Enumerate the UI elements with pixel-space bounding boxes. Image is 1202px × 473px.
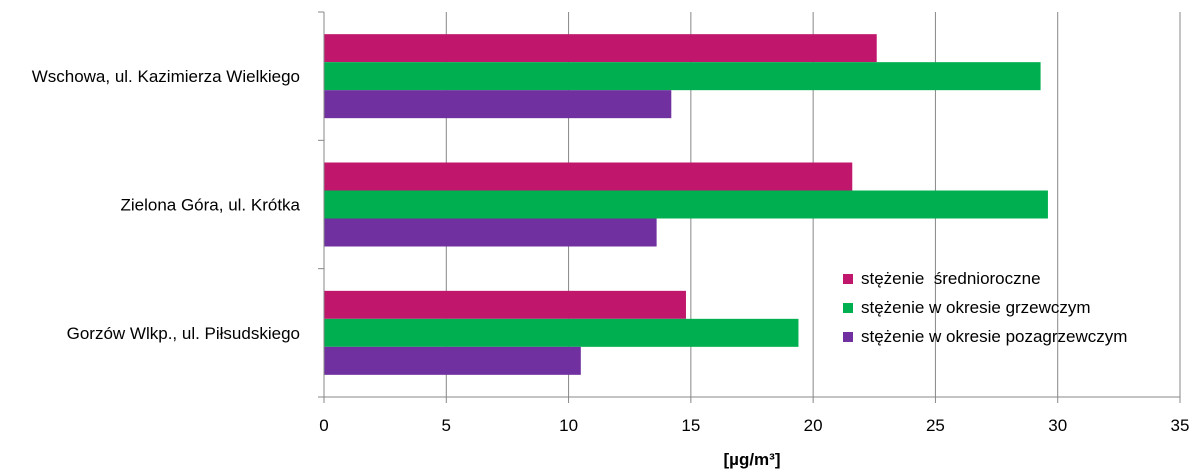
legend-label-1: stężenie w okresie grzewczym: [861, 298, 1091, 317]
legend-swatch-0: [843, 274, 853, 284]
legend-label-0: stężenie średnioroczne: [861, 269, 1041, 288]
category-label-2: Gorzów Wlkp., ul. Piłsudskiego: [67, 324, 300, 343]
bar-0-0: [324, 34, 877, 63]
x-tick-label-35: 35: [1171, 416, 1190, 435]
x-tick-label-25: 25: [926, 416, 945, 435]
category-labels: Wschowa, ul. Kazimierza Wielkiego Zielona…: [32, 67, 301, 343]
bar-0-2: [324, 90, 672, 119]
category-label-0: Wschowa, ul. Kazimierza Wielkiego: [32, 67, 300, 86]
category-label-1: Zielona Góra, ul. Krótka: [120, 196, 300, 215]
x-axis-title: [µg/m³]: [723, 450, 780, 469]
bar-2-0: [324, 290, 686, 319]
bars: [324, 34, 1048, 375]
x-tick-labels: 0 5 10 15 20 25 30 35: [319, 416, 1189, 435]
bar-1-2: [324, 218, 657, 247]
legend: stężenie średnioroczne stężenie w okresie…: [843, 269, 1127, 346]
x-tick-label-0: 0: [319, 416, 328, 435]
bar-2-1: [324, 318, 799, 347]
bar-1-0: [324, 162, 853, 191]
x-tick-label-10: 10: [559, 416, 578, 435]
legend-label-2: stężenie w okresie pozagrzewczym: [861, 327, 1127, 346]
bar-2-2: [324, 346, 581, 375]
bar-1-1: [324, 190, 1048, 219]
x-tick-label-15: 15: [681, 416, 700, 435]
legend-swatch-2: [843, 332, 853, 342]
bar-0-1: [324, 62, 1041, 91]
x-tick-label-20: 20: [804, 416, 823, 435]
x-tick-label-5: 5: [442, 416, 451, 435]
axes: [318, 11, 1181, 403]
x-tick-label-30: 30: [1048, 416, 1067, 435]
legend-swatch-1: [843, 303, 853, 313]
